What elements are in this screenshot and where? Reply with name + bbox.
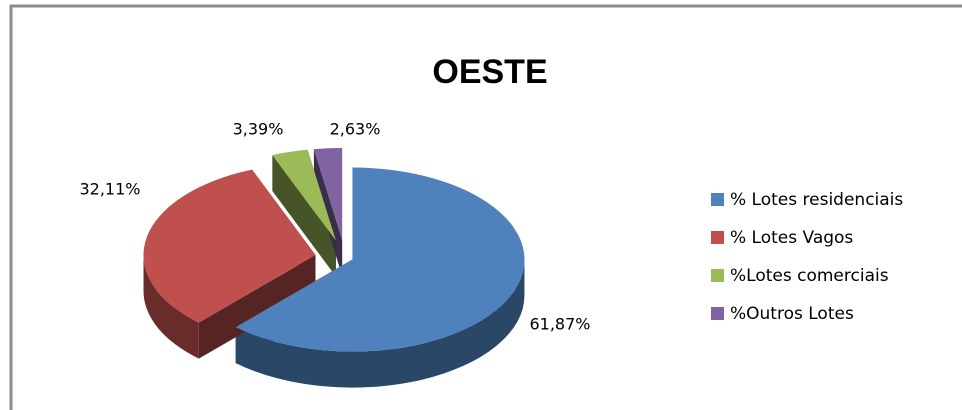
legend-label: % Lotes Vagos: [730, 228, 853, 248]
legend-label: %Outros Lotes: [730, 304, 854, 324]
data-label: 32,11%: [79, 180, 140, 199]
legend-label: %Lotes comerciais: [730, 266, 889, 286]
data-label: 3,39%: [233, 120, 284, 139]
data-label: 61,87%: [529, 315, 590, 334]
pie-radial-face: [198, 255, 316, 359]
legend-swatch: [711, 307, 724, 320]
pie-slice: [235, 167, 525, 352]
legend-swatch: [711, 193, 724, 206]
chart-title: OESTE: [432, 53, 547, 91]
pie-slice: [143, 169, 316, 323]
pie-slice: [272, 149, 336, 241]
data-label: 2,63%: [330, 120, 381, 139]
data-labels: 61,87% 32,11% 3,39% 2,63%: [79, 120, 590, 334]
pie-slice: [313, 147, 343, 240]
legend-label: % Lotes residenciais: [730, 190, 903, 210]
legend: % Lotes residenciais % Lotes Vagos %Lotes …: [711, 190, 903, 324]
pie-tops: [143, 147, 525, 352]
legend-swatch: [711, 231, 724, 244]
pie-radial-face: [272, 154, 336, 277]
pie-radial-face: [313, 149, 343, 276]
pie-wall: [143, 255, 199, 359]
pie-wall: [235, 259, 525, 388]
legend-swatch: [711, 269, 724, 282]
